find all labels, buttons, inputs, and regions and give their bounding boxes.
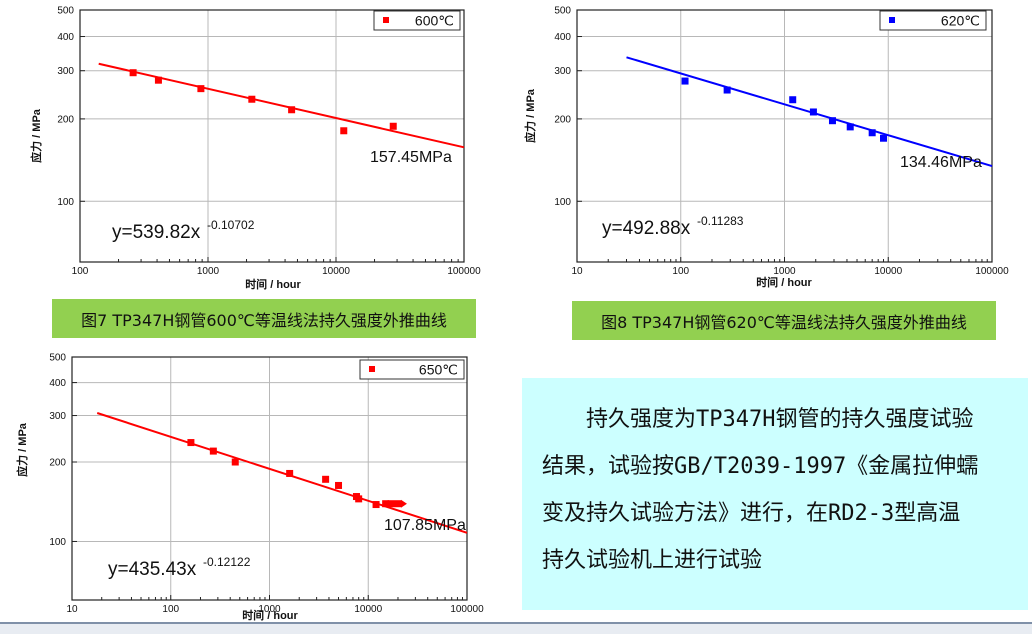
y-tick-label: 200 [49, 458, 66, 469]
x-axis-title: 时间 / hour [756, 275, 812, 289]
y-tick-label: 400 [49, 378, 66, 389]
y-tick-label: 500 [49, 353, 66, 364]
data-point [129, 69, 137, 77]
runout-arrow [400, 499, 407, 508]
data-point [880, 134, 888, 142]
description-textbox: 持久强度为TP347H钢管的持久强度试验 结果，试验按GB/T2039-1997… [522, 378, 1028, 610]
chart-600c-svg: 100 1000 10000 100000 100 200 300 400 500 时间 / ho… [29, 6, 481, 292]
data-point [809, 108, 817, 116]
y-axis-title: 应力 / MPa [29, 108, 43, 163]
data-point [389, 122, 397, 130]
x-tick-label: 10 [66, 604, 78, 615]
x-tick-label: 1000 [197, 266, 220, 277]
y-tick-label: 400 [57, 32, 74, 43]
data-point [828, 117, 836, 125]
y-tick-label: 200 [57, 114, 74, 125]
data-point [723, 86, 731, 94]
y-tick-label: 500 [554, 6, 571, 17]
x-tick-label: 10000 [322, 266, 350, 277]
data-point [286, 469, 294, 477]
fit-line [96, 412, 468, 534]
x-tick-label: 10 [571, 266, 583, 277]
description-line-2: 结果，试验按GB/T2039-1997《金属拉伸蠕 [542, 454, 979, 479]
data-point [231, 458, 239, 466]
equation-label: y=492.88x [602, 218, 691, 239]
plot-frame [79, 9, 465, 263]
x-tick-label: 100 [72, 266, 89, 277]
equation-exponent: -0.11283 [697, 214, 744, 228]
legend-box [373, 10, 461, 31]
chart-650c: 10 100 1000 10000 100000 100 200 300 400 500 时间 / … [0, 344, 500, 624]
legend-label: 650℃ [419, 362, 458, 378]
equation-label: y=539.82x [112, 222, 201, 243]
x-tick-label: 100 [162, 604, 179, 615]
y-tick-label: 300 [57, 66, 74, 77]
data-point [387, 500, 395, 508]
extrapolated-value-label: 157.45MPa [370, 149, 452, 166]
x-tick-label: 100000 [447, 266, 481, 277]
data-point [681, 77, 689, 85]
plot-area [80, 10, 464, 262]
data-point [846, 123, 854, 131]
caption-fig8: 图8 TP347H钢管620℃等温线法持久强度外推曲线 [572, 301, 996, 340]
y-tick-label: 100 [49, 537, 66, 548]
data-point [187, 439, 195, 447]
y-tick-label: 200 [554, 114, 571, 125]
chart-600c: 100 1000 10000 100000 100 200 300 400 500 时间 / ho… [0, 0, 500, 296]
fit-line [626, 56, 993, 168]
data-point [355, 495, 363, 503]
data-point [382, 500, 390, 508]
data-point [248, 95, 256, 103]
legend-box [359, 359, 465, 380]
data-point [288, 106, 296, 114]
data-point [372, 501, 380, 509]
extrapolated-value-label: 107.85MPa [384, 517, 466, 534]
data-point [340, 127, 348, 135]
data-point [197, 85, 205, 93]
data-point [868, 129, 876, 137]
x-tick-label: 1000 [258, 604, 281, 615]
x-axis-title: 时间 / hour [245, 277, 301, 291]
data-point [789, 96, 797, 104]
data-point [209, 447, 217, 455]
equation-exponent: -0.10702 [207, 218, 255, 232]
y-axis-title: 应力 / MPa [15, 422, 29, 477]
x-tick-label: 1000 [773, 266, 796, 277]
legend-marker [889, 17, 895, 23]
extrapolated-value-label: 134.46MPa [900, 154, 982, 171]
y-tick-label: 300 [49, 411, 66, 422]
x-tick-label: 10000 [874, 266, 902, 277]
chart-620c: 10 100 1000 10000 100000 100 200 300 400 500 时间 / … [520, 0, 1032, 296]
x-tick-label: 10000 [354, 604, 382, 615]
x-tick-label: 100000 [450, 604, 484, 615]
equation-label: y=435.43x [108, 559, 197, 580]
caption-fig7: 图7 TP347H钢管600℃等温线法持久强度外推曲线 [52, 299, 476, 338]
legend-marker [383, 17, 389, 23]
legend-label: 620℃ [941, 13, 980, 29]
legend-box [879, 10, 987, 31]
slide-footer-bar [0, 622, 1032, 634]
x-axis-title: 时间 / hour [242, 608, 298, 622]
y-axis-title: 应力 / MPa [523, 88, 537, 143]
y-tick-label: 300 [554, 66, 571, 77]
data-point [335, 481, 343, 489]
y-tick-label: 500 [57, 6, 74, 17]
equation-exponent: -0.12122 [203, 555, 251, 569]
description-line-4: 持久试验机上进行试验 [542, 548, 763, 573]
x-tick-label: 100000 [975, 266, 1009, 277]
x-tick-label: 100 [672, 266, 689, 277]
description-line-3: 变及持久试验方法》进行，在RD2-3型高温 [542, 501, 961, 526]
y-tick-label: 400 [554, 32, 571, 43]
legend-marker [369, 366, 375, 372]
y-tick-label: 100 [554, 197, 571, 208]
legend-label: 600℃ [415, 13, 454, 29]
chart-620c-svg: 10 100 1000 10000 100000 100 200 300 400 500 时间 / … [523, 6, 1009, 290]
data-point [322, 475, 330, 483]
data-point [154, 76, 162, 84]
y-tick-label: 100 [57, 197, 74, 208]
data-point [394, 500, 402, 508]
chart-650c-svg: 10 100 1000 10000 100000 100 200 300 400 500 时间 / … [15, 353, 484, 623]
description-line-1: 持久强度为TP347H钢管的持久强度试验 [586, 407, 974, 432]
